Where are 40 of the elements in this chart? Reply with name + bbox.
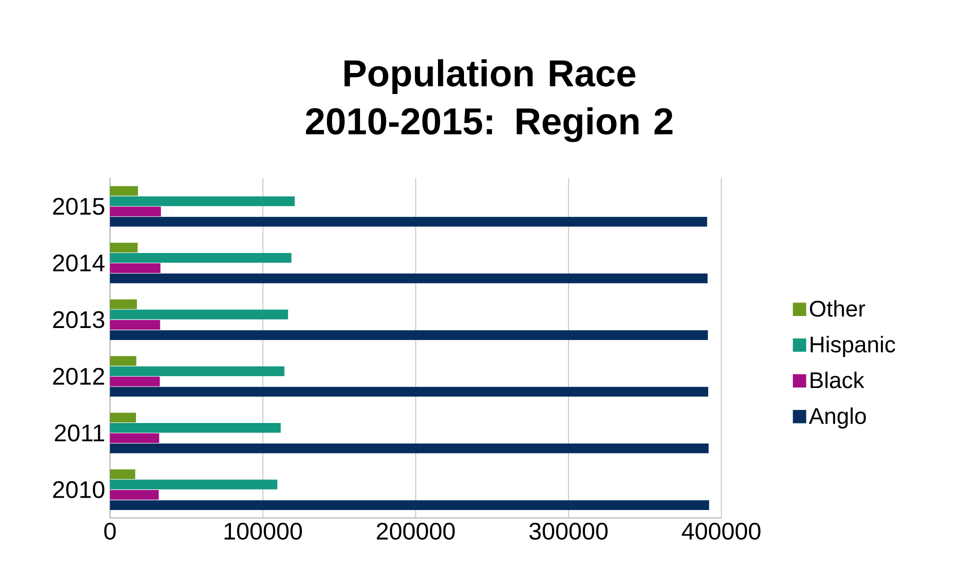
bar <box>110 366 284 376</box>
bar <box>110 186 138 196</box>
bar <box>110 444 709 454</box>
bar <box>110 386 708 397</box>
x-tick-label: 200000 <box>376 522 455 540</box>
x-tick-label: 100000 <box>224 522 302 540</box>
legend-label: Hispanic <box>810 336 896 358</box>
y-tick-label: 2014 <box>53 254 105 272</box>
legend-label: Other <box>810 300 866 317</box>
x-tick-label: 400000 <box>682 522 760 540</box>
bar <box>110 412 136 422</box>
bar <box>110 196 295 206</box>
y-tick-label: 2015 <box>53 198 104 215</box>
bar <box>110 500 710 510</box>
bar <box>110 242 138 252</box>
bar <box>110 310 288 320</box>
bar <box>110 299 137 310</box>
y-tick-label: 2011 <box>54 424 104 442</box>
bar <box>110 423 281 433</box>
x-tick-label: 300000 <box>529 522 608 540</box>
bar <box>110 206 161 216</box>
bar <box>110 263 160 274</box>
bar <box>110 433 160 444</box>
bar <box>110 253 292 263</box>
y-tick-label: 2013 <box>53 311 104 328</box>
x-tick-label: 0 <box>104 522 116 540</box>
bar <box>110 274 708 284</box>
bar <box>110 356 136 366</box>
legend-label: Black <box>810 372 864 388</box>
y-tick-label: 2010 <box>53 481 104 498</box>
bar <box>110 480 278 490</box>
legend-label: Anglo <box>808 407 866 429</box>
bar <box>110 320 160 330</box>
bar <box>110 469 136 480</box>
bar <box>110 216 708 227</box>
bar <box>110 490 159 500</box>
bar <box>110 330 708 340</box>
y-tick-label: 2012 <box>53 368 104 385</box>
bar <box>110 376 160 386</box>
chart-title: Population Race 2010-2015: Region 2 <box>306 59 672 142</box>
